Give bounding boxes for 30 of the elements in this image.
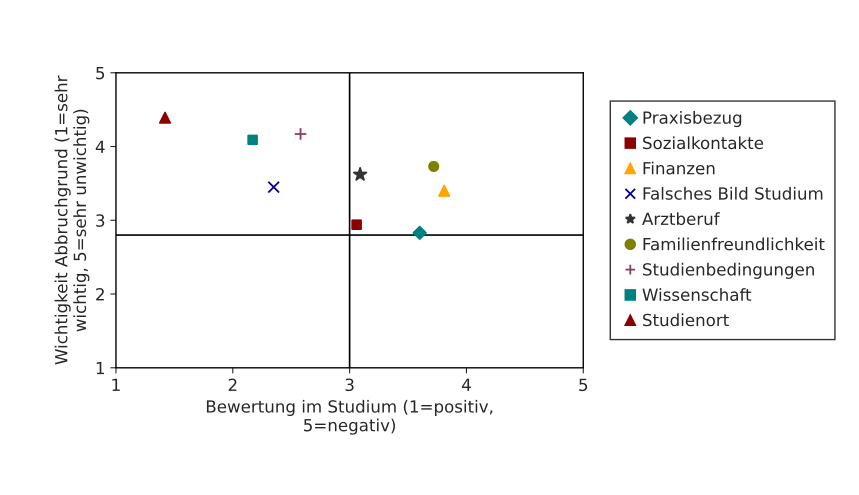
point <box>294 127 308 141</box>
y-tick-label: 2 <box>96 288 104 300</box>
point <box>412 226 427 240</box>
y-axis-title: Wichtigkeit Abbruchgrund (1=sehr wichtig, 5=sehr unwichtig) <box>54 76 90 364</box>
y-tick-label: 5 <box>96 66 104 80</box>
legend-label: Finanzen <box>644 162 714 175</box>
x-axis-title: Bewertung im Studium (1=positiv, 5=negativ) <box>206 400 492 435</box>
point <box>352 167 368 181</box>
x-tick-label: 5 <box>579 378 588 392</box>
y-tick-label: 4 <box>96 140 105 153</box>
legend-label: Arztberuf <box>642 212 720 226</box>
x-tick-label: 4 <box>462 378 471 391</box>
point <box>247 134 258 146</box>
point <box>428 160 440 172</box>
legend-label: Familienfreundlichkeit <box>644 238 825 250</box>
x-tick-label: 3 <box>346 378 354 392</box>
legend-label: Studienort <box>643 313 729 326</box>
point <box>267 180 280 194</box>
point <box>158 112 172 124</box>
legend-label: Praxisbezug <box>644 111 742 128</box>
legend-label: Wissenschaft <box>642 288 752 301</box>
x-tick-label: 1 <box>112 378 120 391</box>
y-tick-label: 3 <box>96 214 104 227</box>
y-tick-label: 1 <box>96 362 104 374</box>
legend-label: Studienbedingungen <box>643 262 814 279</box>
x-tick-label: 2 <box>228 378 236 391</box>
legend-label: Falsches Bild Studium <box>644 186 822 200</box>
legend-label: Sozialkontakte <box>643 136 764 150</box>
point <box>438 184 450 197</box>
point <box>351 219 362 230</box>
